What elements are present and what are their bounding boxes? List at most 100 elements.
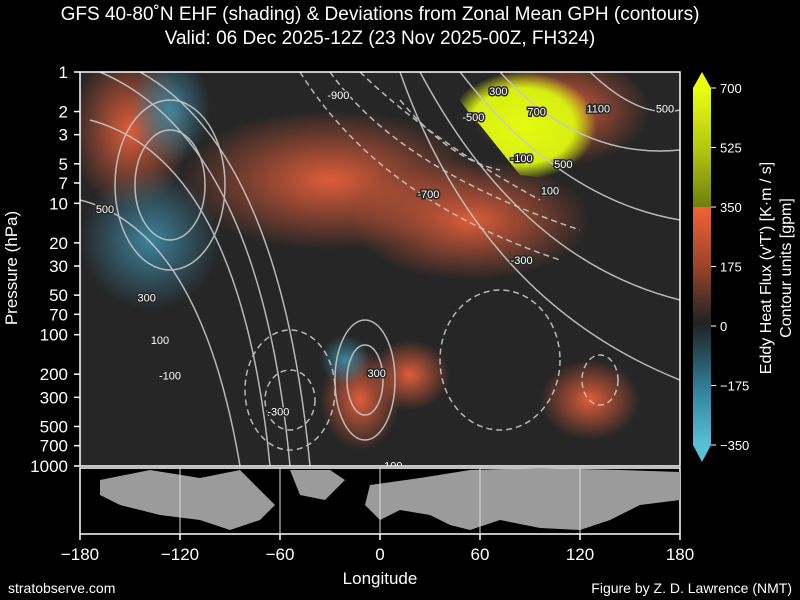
ehf-peak-region (448, 72, 597, 180)
contour-label: 100 (151, 335, 169, 347)
gph-contour (299, 72, 561, 261)
y-tick-label: 2 (59, 103, 68, 122)
colorbar-ticks: 700 525 350 175 0 −175 −350 (711, 81, 749, 453)
gph-contour (99, 72, 291, 466)
x-axis-label: Longitude (343, 569, 418, 588)
y-tick-label: 1000 (30, 457, 68, 476)
y-axis-label: Pressure (hPa) (2, 211, 21, 325)
chart-subtitle: Valid: 06 Dec 2025-12Z (23 Nov 2025-00Z,… (164, 28, 596, 49)
x-tick-label: −180 (61, 545, 99, 564)
contour-label: 100 (384, 460, 402, 472)
y-tick-label: 5 (59, 155, 68, 174)
ehf-positive-region (350, 160, 590, 280)
colorbar-gradient (693, 88, 711, 445)
x-tick-label: 0 (375, 545, 384, 564)
y-tick-label: 200 (40, 365, 68, 384)
y-tick-label: 100 (40, 326, 68, 345)
credit-author: Figure by Z. D. Lawrence (NMT) (591, 580, 792, 596)
x-tick-label: 180 (666, 545, 694, 564)
colorbar-tick-label: 350 (720, 200, 742, 215)
colorbar-tick-label: −175 (720, 379, 749, 394)
contour-label: 300 (137, 292, 155, 304)
x-tick-label: 120 (566, 545, 594, 564)
y-tick-label: 300 (40, 388, 68, 407)
x-tick-label: −60 (266, 545, 295, 564)
colorbar-label-contour: Contour units [gpm] (778, 198, 795, 338)
contour-label: -700 (417, 189, 439, 201)
colorbar-tick-label: 700 (720, 81, 742, 96)
contour-label: -900 (327, 90, 349, 102)
gph-contour (359, 72, 541, 201)
gph-contour (80, 199, 241, 466)
contour-label: 500 (656, 104, 674, 116)
colorbar-max-arrow (693, 72, 711, 88)
contour-label: 700 (527, 107, 545, 119)
contour-label: -100 (159, 371, 181, 383)
colorbar-tick-label: 175 (720, 260, 742, 275)
gph-contour (329, 72, 581, 231)
contour-labels: -900 -500 300 700 1100 500 -100 500 100 -700 500 -3… (94, 85, 675, 472)
gph-contour (244, 329, 336, 451)
y-tick-label: 1 (59, 63, 68, 82)
colorbar-label-ehf: Eddy Heat Flux (v'T') [K·m / s] (758, 162, 775, 374)
y-tick-label: 20 (49, 234, 68, 253)
ehf-negative-region (320, 335, 370, 385)
land-eurasia (365, 468, 680, 530)
colorbar: 700 525 350 175 0 −175 −350 Eddy Heat Flux (v'… (693, 72, 795, 462)
contour-label: -300 (267, 407, 289, 419)
y-tick-label: 7 (59, 174, 68, 193)
chart-title: GFS 40-80˚N EHF (shading) & Deviations f… (60, 4, 700, 25)
gph-contour (114, 99, 226, 271)
map-gridlines (179, 468, 581, 534)
contour-label: -300 (511, 255, 533, 267)
contour-label: 100 (541, 186, 559, 198)
contour-label: 300 (489, 86, 507, 98)
gph-contour (419, 72, 680, 301)
y-tick-label: 70 (49, 305, 68, 324)
plot-area: -900 -500 300 700 1100 500 -100 500 100 -700 500 -3… (80, 72, 680, 472)
gph-contour (581, 354, 619, 406)
y-tick-label: 3 (59, 126, 68, 145)
ehf-positive-region (370, 340, 450, 410)
x-tick-label: −120 (161, 545, 199, 564)
gph-contour (346, 344, 384, 416)
gph-contour (89, 119, 271, 466)
y-tick-label: 700 (40, 437, 68, 456)
y-tick-label: 10 (49, 194, 68, 213)
colorbar-tick-label: −350 (720, 438, 749, 453)
contour-label: -500 (462, 112, 484, 124)
y-tick-label: 500 (40, 417, 68, 436)
contour-label: -100 (511, 153, 533, 165)
gph-contour (139, 72, 311, 466)
gph-contours-negative (244, 72, 619, 451)
gph-contour (459, 72, 680, 221)
gph-contours (80, 72, 680, 466)
ehf-negative-region (80, 170, 220, 310)
gph-contour (399, 72, 680, 381)
credit-site: stratobserve.com (8, 580, 116, 596)
colorbar-tick-label: 0 (720, 319, 727, 334)
colorbar-min-arrow (693, 445, 711, 462)
y-tick-label: 50 (49, 286, 68, 305)
contour-label: 500 (554, 159, 572, 171)
plot-frame (79, 71, 681, 467)
colorbar-tick-label: 525 (720, 141, 742, 156)
gph-contour (439, 289, 561, 431)
contour-label: 1100 (587, 104, 611, 116)
gph-contour (589, 72, 680, 113)
contour-label: 300 (367, 368, 385, 380)
y-tick-label: 30 (49, 257, 68, 276)
gph-contour (399, 99, 501, 171)
x-tick-label: 60 (471, 545, 490, 564)
map-strip (79, 467, 681, 535)
land-greenland (290, 470, 345, 500)
land-north-america (100, 470, 275, 530)
gph-contour (134, 129, 206, 241)
contour-label: 500 (96, 204, 114, 216)
gph-contour (264, 369, 316, 431)
x-axis: −180 −120 −60 0 60 120 180 (61, 534, 694, 564)
gph-contour (499, 72, 680, 152)
ehf-negative-region (130, 72, 210, 165)
